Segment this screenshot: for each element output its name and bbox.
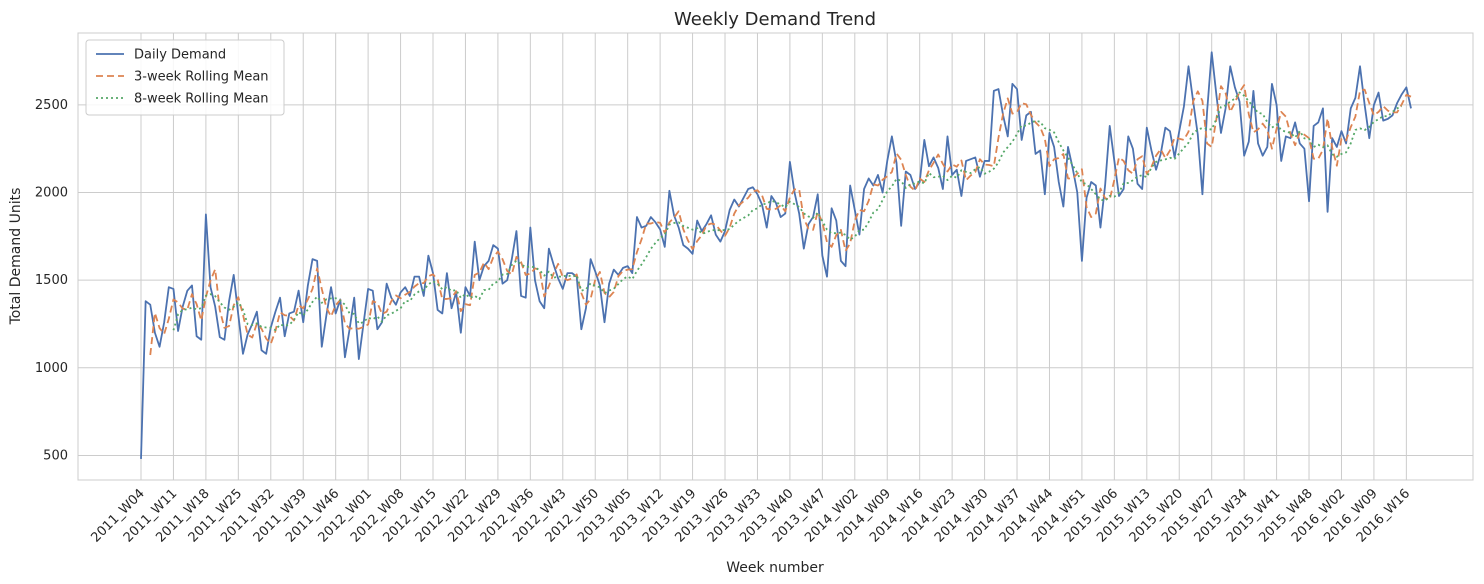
series-line-2 [149,84,1412,356]
legend-box [85,39,285,116]
y-tick-label: 2000 [35,186,68,201]
grid [78,33,1473,480]
y-tick-label: 500 [43,448,68,463]
legend-label: Daily Demand [134,48,226,63]
series-line-3 [172,91,1403,332]
chart-title: Weekly Demand Trend [674,9,876,30]
y-axis-label: Total Demand Units [8,188,24,326]
legend-label: 3-week Rolling Mean [134,70,269,85]
y-tick-label: 1500 [35,273,68,288]
y-axis-ticks: 500 1000 1500 2000 2500 [35,98,68,464]
series-line-1 [140,51,1412,459]
x-axis-ticks: 2011_W042011_W112011_W182011_W252011_W32… [88,486,1413,545]
legend: Daily Demand 3-week Rolling Mean 8-week Ro… [85,39,285,116]
y-tick-label: 2500 [35,98,68,113]
plot-area [77,32,1474,481]
series-lines [140,51,1412,459]
x-axis-label: Week number [726,560,824,576]
y-tick-label: 1000 [35,361,68,376]
legend-label: 8-week Rolling Mean [134,92,269,107]
